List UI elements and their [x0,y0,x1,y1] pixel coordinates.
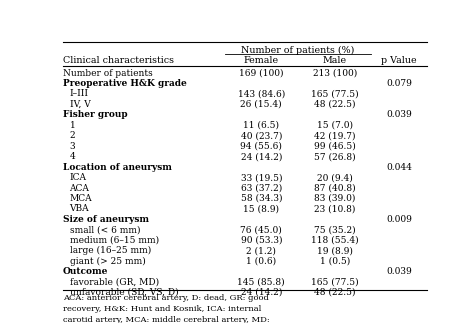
Text: 2: 2 [70,131,75,140]
Text: 24 (14.2): 24 (14.2) [241,288,282,297]
Text: ICA: ICA [70,173,87,182]
Text: 40 (23.7): 40 (23.7) [241,131,282,140]
Text: 58 (34.3): 58 (34.3) [240,194,282,203]
Text: 118 (55.4): 118 (55.4) [311,236,358,245]
Text: 48 (22.5): 48 (22.5) [314,288,356,297]
Text: large (16–25 mm): large (16–25 mm) [70,246,151,255]
Text: 145 (85.8): 145 (85.8) [237,277,285,287]
Text: 94 (55.6): 94 (55.6) [240,142,282,151]
Text: 20 (9.4): 20 (9.4) [317,173,353,182]
Text: 75 (35.2): 75 (35.2) [314,225,356,234]
Text: 23 (10.8): 23 (10.8) [314,204,356,214]
Text: 2 (1.2): 2 (1.2) [246,246,276,255]
Text: 15 (8.9): 15 (8.9) [243,204,279,214]
Text: Number of patients: Number of patients [63,68,153,78]
Text: 0.039: 0.039 [386,267,412,276]
Text: 83 (39.0): 83 (39.0) [314,194,356,203]
Text: 90 (53.3): 90 (53.3) [240,236,282,245]
Text: 165 (77.5): 165 (77.5) [311,277,358,287]
Text: Location of aneurysm: Location of aneurysm [63,162,172,172]
Text: VBA: VBA [70,204,89,214]
Text: ACA: anterior cerebral artery, D: dead, GR: good
recovery, H&K: Hunt and Kosnik,: ACA: anterior cerebral artery, D: dead, … [63,295,280,323]
Text: 99 (46.5): 99 (46.5) [314,142,356,151]
Text: 1 (0.5): 1 (0.5) [319,257,350,266]
Text: 11 (6.5): 11 (6.5) [243,121,279,130]
Text: 3: 3 [70,142,75,151]
Text: small (< 6 mm): small (< 6 mm) [70,225,140,234]
Text: Preoperative H&K grade: Preoperative H&K grade [63,79,187,88]
Text: 1: 1 [70,121,75,130]
Text: 26 (15.4): 26 (15.4) [240,100,282,109]
Text: I–III: I–III [70,89,89,99]
Text: 165 (77.5): 165 (77.5) [311,89,358,99]
Text: 33 (19.5): 33 (19.5) [240,173,282,182]
Text: 19 (8.9): 19 (8.9) [317,246,353,255]
Text: 87 (40.8): 87 (40.8) [314,183,356,193]
Text: 48 (22.5): 48 (22.5) [314,100,356,109]
Text: favorable (GR, MD): favorable (GR, MD) [70,277,159,287]
Text: Female: Female [244,56,279,65]
Text: 213 (100): 213 (100) [313,68,357,78]
Text: 1 (0.6): 1 (0.6) [246,257,276,266]
Text: 76 (45.0): 76 (45.0) [240,225,282,234]
Text: IV, V: IV, V [70,100,90,109]
Text: 0.009: 0.009 [386,215,412,224]
Text: 63 (37.2): 63 (37.2) [241,183,282,193]
Text: 42 (19.7): 42 (19.7) [314,131,356,140]
Text: Number of patients (%): Number of patients (%) [241,46,355,55]
Text: 0.079: 0.079 [386,79,412,88]
Text: p Value: p Value [381,56,417,65]
Text: medium (6–15 mm): medium (6–15 mm) [70,236,159,245]
Text: 143 (84.6): 143 (84.6) [237,89,285,99]
Text: Fisher group: Fisher group [63,110,128,120]
Text: unfavorable (SD, VS, D): unfavorable (SD, VS, D) [70,288,178,297]
Text: 0.039: 0.039 [386,110,412,120]
Text: 15 (7.0): 15 (7.0) [317,121,353,130]
Text: Male: Male [323,56,347,65]
Text: 57 (26.8): 57 (26.8) [314,152,356,161]
Text: 4: 4 [70,152,75,161]
Text: 24 (14.2): 24 (14.2) [241,152,282,161]
Text: MCA: MCA [70,194,92,203]
Text: giant (> 25 mm): giant (> 25 mm) [70,257,146,266]
Text: 0.044: 0.044 [386,162,412,172]
Text: Size of aneurysm: Size of aneurysm [63,215,149,224]
Text: Outcome: Outcome [63,267,108,276]
Text: 169 (100): 169 (100) [239,68,283,78]
Text: ACA: ACA [70,183,90,193]
Text: Clinical characteristics: Clinical characteristics [63,56,174,65]
